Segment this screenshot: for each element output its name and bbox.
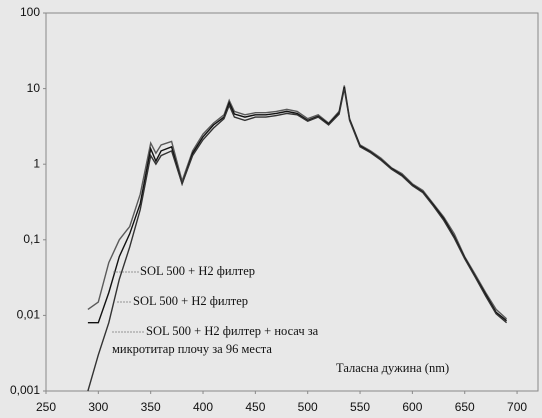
x-tick-label: 650: [455, 400, 475, 414]
y-tick-label: 10: [27, 81, 41, 95]
x-tick-label: 400: [193, 400, 213, 414]
y-tick-label: 0,1: [23, 232, 40, 246]
x-tick-label: 300: [88, 400, 108, 414]
y-tick-label: 100: [20, 5, 40, 19]
x-axis-label: Таласна дужина (nm): [336, 361, 450, 375]
x-tick-label: 250: [36, 400, 56, 414]
series-label: SOL 500 + H2 филтер: [140, 264, 256, 278]
x-tick-label: 600: [402, 400, 422, 414]
series-label: SOL 500 + H2 филтер + носач за микротита…: [112, 324, 319, 356]
series-label: SOL 500 + H2 филтер: [133, 294, 249, 308]
x-tick-label: 350: [141, 400, 161, 414]
series-line: [87, 86, 508, 324]
x-tick-label: 500: [298, 400, 318, 414]
x-tick-label: 450: [245, 400, 265, 414]
x-tick-label: 700: [507, 400, 527, 414]
plot-area: [45, 12, 539, 392]
y-tick-label: 1: [33, 156, 40, 170]
x-tick-label: 550: [350, 400, 370, 414]
series-line: [87, 88, 508, 392]
y-tick-label: 0,01: [17, 308, 41, 322]
y-tick-label: 0,001: [10, 383, 40, 397]
series-line: [87, 85, 508, 320]
